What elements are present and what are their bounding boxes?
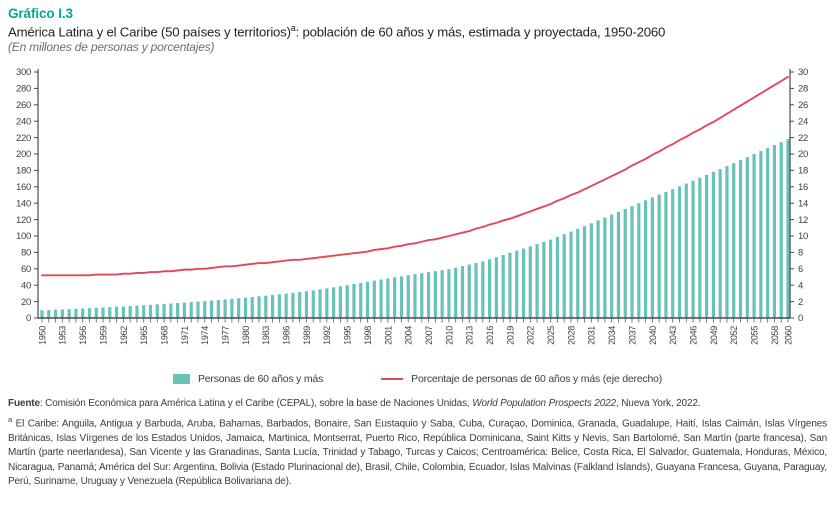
svg-text:2013: 2013 [465,326,475,345]
svg-text:2046: 2046 [688,326,698,345]
svg-text:200: 200 [16,150,31,161]
svg-text:2007: 2007 [424,326,434,345]
figure-header: Gráfico I.3 América Latina y el Caribe (… [8,6,827,54]
legend-item-line: Porcentaje de personas de 60 años y más … [381,373,662,385]
figure-title: América Latina y el Caribe (50 países y … [8,23,827,39]
svg-text:1956: 1956 [78,326,88,345]
chart-area: 0 20 40 60 80 100 120 140 160 180 200 220 240 260 280 3… [8,64,827,369]
svg-text:20: 20 [21,297,31,308]
svg-text:260: 260 [16,100,31,111]
svg-text:26: 26 [798,100,808,111]
svg-text:1995: 1995 [343,326,353,345]
svg-text:1968: 1968 [159,326,169,345]
population-chart: 0204060801001201401601802002202402602803… [16,68,808,346]
svg-text:1980: 1980 [241,326,251,345]
svg-text:2037: 2037 [627,326,637,345]
source-note: Fuente: Comisión Económica para América … [8,397,827,412]
figure-title-footnote-ref: a [290,23,296,33]
svg-text:14: 14 [798,199,808,210]
svg-text:300: 300 [16,68,31,79]
svg-text:1986: 1986 [282,326,292,345]
svg-text:1962: 1962 [119,326,129,345]
svg-text:120: 120 [16,215,31,226]
svg-text:2040: 2040 [648,326,658,345]
svg-text:80: 80 [21,248,31,259]
svg-text:30: 30 [798,68,808,79]
svg-text:140: 140 [16,199,31,210]
svg-text:22: 22 [798,133,808,144]
svg-text:2016: 2016 [485,326,495,345]
legend-label-line: Porcentaje de personas de 60 años y más … [411,373,663,386]
svg-text:24: 24 [798,117,808,128]
svg-text:2052: 2052 [729,326,739,345]
svg-text:4: 4 [798,281,803,292]
figure-page: Gráfico I.3 América Latina y el Caribe (… [8,6,827,489]
svg-text:2010: 2010 [444,326,454,345]
source-publication: World Population Prospects 2022 [472,398,616,410]
bar-series-swatch [172,374,190,385]
svg-text:18: 18 [798,166,808,177]
svg-text:100: 100 [16,232,31,243]
svg-text:160: 160 [16,182,31,193]
svg-text:16: 16 [798,182,808,193]
svg-text:2001: 2001 [383,326,393,345]
svg-text:220: 220 [16,133,31,144]
svg-text:2031: 2031 [587,326,597,345]
svg-text:2004: 2004 [404,326,414,345]
svg-text:1977: 1977 [221,326,231,345]
figure-number: Gráfico I.3 [8,6,73,21]
svg-text:1959: 1959 [98,326,108,345]
source-label: Fuente [8,398,40,410]
svg-text:20: 20 [798,150,808,161]
svg-text:280: 280 [16,84,31,95]
svg-text:2058: 2058 [770,326,780,345]
footnote-text: El Caribe: Anguila, Antigua y Barbuda, A… [8,418,827,488]
figure-title-rest: : población de 60 años y más, estimada y… [295,24,666,40]
footnote-marker: a [8,414,13,424]
svg-text:2: 2 [798,297,803,308]
svg-text:2025: 2025 [546,326,556,345]
line-series-swatch [381,378,404,381]
source-text-2: , Nueva York, 2022. [615,398,701,410]
svg-text:0: 0 [798,314,803,325]
svg-text:2022: 2022 [526,326,536,345]
svg-text:1953: 1953 [58,326,68,345]
svg-text:2055: 2055 [749,326,759,345]
svg-text:1992: 1992 [322,326,332,345]
svg-text:1989: 1989 [302,326,312,345]
svg-text:2049: 2049 [709,326,719,345]
svg-text:2034: 2034 [607,326,617,345]
figure-title-main: América Latina y el Caribe (50 países y … [8,24,291,40]
svg-text:240: 240 [16,117,31,128]
svg-text:6: 6 [798,264,803,275]
svg-text:1974: 1974 [200,326,210,345]
svg-text:2019: 2019 [505,326,515,345]
svg-text:1965: 1965 [139,326,149,345]
svg-text:2028: 2028 [566,326,576,345]
legend-label-bars: Personas de 60 años y más [197,373,324,386]
svg-text:1998: 1998 [363,326,373,345]
svg-text:1950: 1950 [37,326,47,345]
svg-text:60: 60 [21,264,31,275]
figure-footer: Fuente: Comisión Económica para América … [8,397,827,489]
svg-text:10: 10 [798,232,808,243]
svg-text:180: 180 [16,166,31,177]
footnote-a: a El Caribe: Anguila, Antigua y Barbuda,… [8,413,827,490]
svg-text:1971: 1971 [180,326,190,345]
svg-text:40: 40 [21,281,31,292]
chart-legend: Personas de 60 años y más Porcentaje de … [8,373,827,385]
svg-text:2043: 2043 [668,326,678,345]
source-text-1: : Comisión Económica para América Latina… [39,398,473,410]
svg-text:8: 8 [798,248,803,259]
svg-text:1983: 1983 [261,326,271,345]
figure-units-subtitle: (En millones de personas y porcentajes) [8,40,215,55]
svg-text:28: 28 [798,84,808,95]
svg-text:2060: 2060 [783,326,793,345]
svg-text:0: 0 [26,314,31,325]
legend-item-bars: Personas de 60 años y más [172,373,324,386]
svg-text:12: 12 [798,215,808,226]
